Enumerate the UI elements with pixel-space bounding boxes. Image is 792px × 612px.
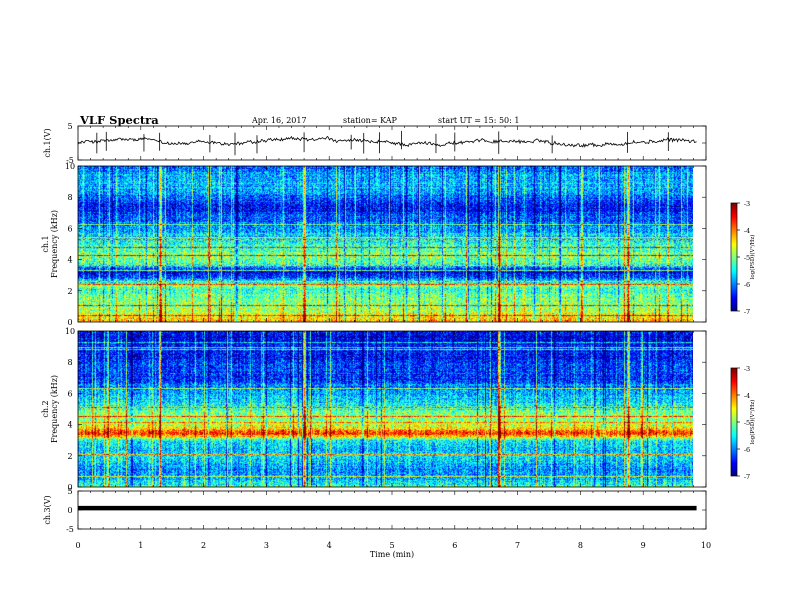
ch1-spectrogram-ytick-label: 2	[67, 287, 72, 296]
start-time-label: start UT = 15: 50: 1	[438, 116, 520, 125]
ch1-spectrogram-ytick-label: 10	[65, 162, 75, 171]
x-tick-label: 5	[389, 541, 394, 550]
ch1-spectrogram-ylabel-channel: ch.1	[41, 235, 50, 252]
chart-title: VLF Spectra	[80, 113, 159, 127]
ch2-spectrogram-ytick-label: 2	[67, 452, 72, 461]
ch2-spectrogram-ytick-label: 10	[65, 327, 75, 336]
ch2-spectrogram-ytick-label: 8	[67, 358, 72, 367]
x-tick-label: 6	[452, 541, 457, 550]
ch1-spectrogram-colorbar-tick-label: -4	[744, 227, 750, 235]
ch1-spectrogram-image	[78, 166, 693, 322]
ch1-spectrogram-colorbar-tick-label: -6	[744, 281, 750, 289]
x-tick-label: 4	[327, 541, 332, 550]
ch3-waveform-ytick-label: 5	[67, 487, 72, 496]
ch1-spectrogram-colorbar	[731, 203, 737, 311]
x-axis-label: Time (min)	[370, 550, 414, 559]
ch2-spectrogram-colorbar-tick-label: -6	[744, 446, 750, 454]
ch2-spectrogram-colorbar-tick-label: -7	[744, 473, 750, 481]
ch1-spectrogram-ytick-label: 8	[67, 193, 72, 202]
x-tick-label: 9	[641, 541, 646, 550]
ch3-waveform-ytick-label: -5	[66, 525, 74, 534]
ch2-spectrogram-colorbar-tick-label: -3	[744, 365, 750, 373]
ch1-waveform-ytick-label: 5	[67, 122, 72, 131]
x-tick-label: 1	[138, 541, 143, 550]
ch1-waveform-ylabel: ch.1(V)	[43, 128, 52, 157]
x-tick-label: 3	[264, 541, 269, 550]
ch2-spectrogram-colorbar-tick-label: -5	[744, 419, 750, 427]
ch1-waveform-trace	[77, 135, 697, 148]
ch1-waveform-ytick-label: -5	[66, 156, 74, 165]
ch1-spectrogram-colorbar-tick-label: -5	[744, 254, 750, 262]
ch1-spectrogram-colorbar-label: log(PSD)(V²/Hz)	[749, 235, 756, 280]
x-tick-label: 7	[515, 541, 520, 550]
ch1-spectrogram-ytick-label: 6	[67, 224, 72, 233]
ch2-spectrogram-ytick-label: 4	[67, 421, 72, 430]
ch3-waveform-ytick-label: 0	[67, 506, 72, 515]
station-label: station= KAP	[343, 116, 397, 125]
x-tick-label: 8	[578, 541, 583, 550]
ch1-spectrogram-ytick-label: 0	[67, 318, 72, 327]
ch2-spectrogram-colorbar	[731, 368, 737, 476]
x-tick-label: 0	[75, 541, 80, 550]
ch1-spectrogram-colorbar-tick-label: -7	[744, 308, 750, 316]
ch2-spectrogram-ylabel-frequency: Frequency (kHz)	[50, 375, 59, 443]
ch1-spectrogram-ytick-label: 4	[67, 256, 72, 265]
ch1-spectrogram-colorbar-tick-label: -3	[744, 200, 750, 208]
ch2-spectrogram-ylabel-channel: ch.2	[41, 400, 50, 417]
ch1-spectrogram-ylabel-frequency: Frequency (kHz)	[50, 210, 59, 278]
ch3-waveform-ylabel: ch.3(V)	[43, 495, 52, 524]
recording-date: Apr. 16, 2017	[252, 116, 307, 125]
ch2-spectrogram-ytick-label: 6	[67, 389, 72, 398]
ch2-spectrogram-colorbar-tick-label: -4	[744, 392, 750, 400]
x-tick-label: 10	[701, 541, 711, 550]
ch2-spectrogram-colorbar-label: log(PSD)(V²/Hz)	[749, 400, 756, 445]
ch2-spectrogram-ytick-label: 0	[67, 483, 72, 492]
x-tick-label: 2	[201, 541, 206, 550]
ch2-spectrogram-image	[78, 331, 693, 487]
